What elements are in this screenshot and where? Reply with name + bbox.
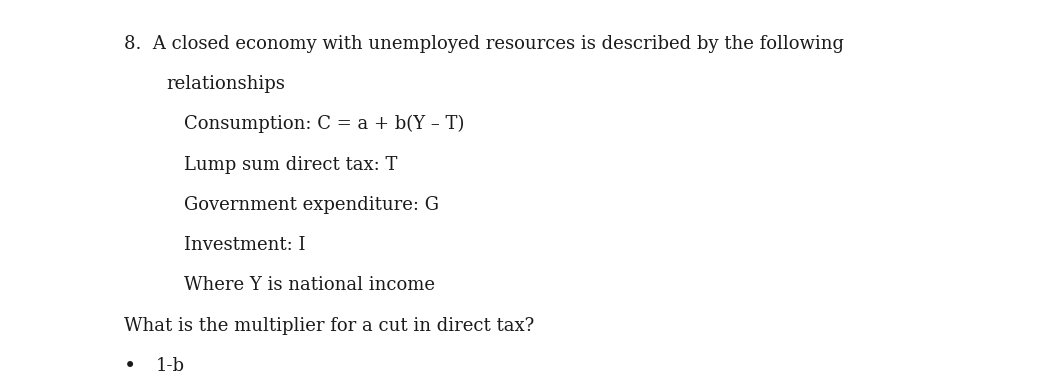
Text: What is the multiplier for a cut in direct tax?: What is the multiplier for a cut in dire… bbox=[124, 317, 534, 335]
Text: Consumption: C = a + b(Y – T): Consumption: C = a + b(Y – T) bbox=[184, 115, 464, 134]
Text: 8.  A closed economy with unemployed resources is described by the following: 8. A closed economy with unemployed reso… bbox=[124, 35, 844, 53]
Text: Where Y is national income: Where Y is national income bbox=[184, 276, 435, 295]
Text: relationships: relationships bbox=[166, 75, 285, 93]
Text: Lump sum direct tax: T: Lump sum direct tax: T bbox=[184, 156, 397, 174]
Text: •: • bbox=[124, 357, 136, 376]
Text: Government expenditure: G: Government expenditure: G bbox=[184, 196, 439, 214]
Text: Investment: I: Investment: I bbox=[184, 236, 306, 254]
Text: 1-b: 1-b bbox=[155, 357, 185, 375]
